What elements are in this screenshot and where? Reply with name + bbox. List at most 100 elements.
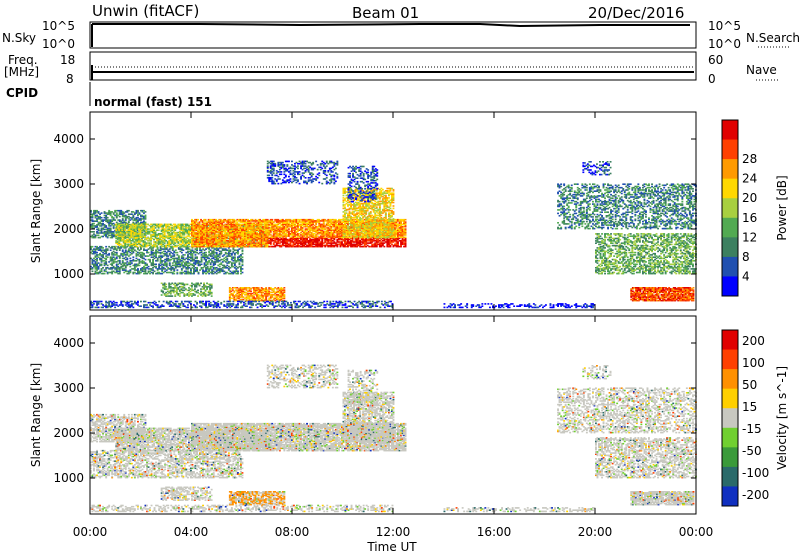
echo-cell (225, 224, 228, 227)
echo-cell (159, 262, 162, 264)
echo-cell (186, 242, 189, 244)
echo-cell (155, 267, 157, 269)
echo-cell (206, 231, 208, 234)
echo-cell (233, 243, 236, 246)
echo-cell (266, 229, 269, 231)
echo-cell (134, 245, 137, 248)
echo-cell (219, 228, 222, 230)
echo-cell (294, 238, 296, 241)
echo-cell (239, 220, 242, 222)
echo-cell (94, 252, 97, 255)
echo-cell (245, 229, 248, 231)
echo-cell (195, 237, 198, 240)
echo-cell (171, 238, 174, 241)
echo-cell (280, 234, 283, 236)
echo-cell (241, 230, 243, 233)
echo-cell (115, 267, 118, 269)
echo-cell (271, 245, 274, 248)
echo-cell (213, 244, 216, 247)
echo-cell (143, 254, 145, 256)
echo-cell (137, 216, 139, 219)
echo-cell (185, 272, 188, 275)
echo-cell (163, 224, 166, 227)
echo-cell (182, 249, 185, 251)
echo-cell (288, 238, 290, 241)
echo-cell (121, 224, 124, 227)
echo-cell (191, 242, 193, 244)
echo-cell (145, 238, 148, 241)
echo-cell (269, 228, 272, 230)
echo-cell (295, 220, 298, 222)
echo-cell (194, 245, 196, 248)
echo-cell (253, 220, 255, 222)
echo-cell (102, 235, 104, 238)
echo-cell (215, 220, 218, 222)
echo-cell (281, 224, 284, 227)
echo-cell (281, 241, 284, 243)
echo-cell (297, 237, 299, 240)
echo-cell (192, 224, 195, 227)
echo-cell (227, 255, 230, 257)
echo-cell (124, 224, 127, 227)
echo-cell (96, 224, 98, 226)
echo-cell (139, 227, 142, 229)
echo-cell (245, 228, 248, 230)
echo-cell (253, 243, 255, 246)
echo-cell (238, 244, 240, 247)
echo-cell (228, 222, 231, 224)
echo-cell (251, 242, 254, 244)
echo-cell (119, 238, 122, 241)
echo-cell (251, 229, 254, 231)
echo-cell (188, 264, 191, 267)
echo-cell (178, 224, 181, 227)
echo-cell (224, 233, 227, 235)
echo-cell (96, 220, 98, 222)
echo-cell (283, 244, 286, 247)
echo-cell (152, 263, 154, 266)
echo-cell (173, 255, 176, 257)
echo-cell (274, 237, 277, 240)
echo-cell (96, 269, 98, 271)
echo-cell (123, 215, 126, 218)
echo-cell (182, 254, 185, 256)
echo-cell (162, 230, 165, 233)
echo-cell (269, 240, 272, 242)
echo-cell (93, 264, 95, 267)
echo-cell (215, 245, 218, 248)
echo-cell (147, 230, 149, 233)
echo-cell (300, 228, 302, 230)
echo-cell (172, 236, 175, 239)
echo-cell (229, 250, 232, 253)
echo-cell (241, 264, 244, 267)
echo-cell (140, 221, 142, 224)
echo-cell (159, 243, 162, 246)
echo-cell (300, 236, 302, 239)
echo-cell (236, 222, 239, 224)
echo-cell (127, 248, 130, 250)
echo-cell (156, 257, 159, 260)
echo-cell (286, 220, 289, 222)
echo-cell (96, 267, 98, 269)
echo-cell (292, 233, 295, 235)
echo-cell (217, 268, 220, 270)
echo-cell (150, 227, 152, 229)
echo-cell (288, 234, 290, 236)
echo-cell (275, 238, 278, 241)
echo-cell (275, 225, 278, 228)
echo-cell (176, 257, 179, 260)
echo-cell (133, 271, 136, 274)
echo-cell (206, 255, 209, 257)
echo-cell (112, 267, 115, 269)
echo-cell (142, 233, 145, 235)
echo-cell (134, 225, 137, 228)
echo-cell (291, 228, 293, 230)
echo-cell (268, 237, 271, 240)
echo-cell (151, 229, 154, 231)
echo-cell (200, 234, 202, 236)
echo-cell (202, 270, 204, 273)
echo-cell (257, 218, 260, 221)
echo-cell (109, 236, 112, 239)
echo-cell (144, 211, 147, 213)
echo-cell (114, 254, 117, 256)
echo-cell (191, 230, 193, 233)
